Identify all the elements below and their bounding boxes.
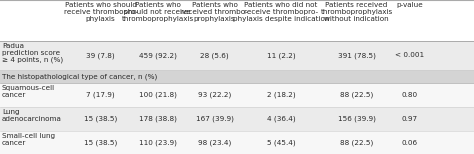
Text: 98 (23.4): 98 (23.4) — [198, 140, 231, 146]
Bar — [0, 70, 474, 83]
Text: 5 (45.4): 5 (45.4) — [266, 140, 295, 146]
Text: 28 (5.6): 28 (5.6) — [200, 52, 229, 59]
Bar — [0, 83, 474, 107]
Text: 15 (38.5): 15 (38.5) — [84, 116, 118, 122]
Text: Patients who
should not receive
thromboprophylaxis: Patients who should not receive thrombop… — [121, 2, 194, 22]
Text: Patients who
received thrombo-
prophylaxis: Patients who received thrombo- prophylax… — [181, 2, 248, 22]
Text: 178 (38.8): 178 (38.8) — [139, 116, 176, 122]
Text: 39 (7.8): 39 (7.8) — [86, 52, 115, 59]
Text: Lung
adenocarcinoma: Lung adenocarcinoma — [2, 109, 62, 122]
Text: 391 (78.5): 391 (78.5) — [338, 52, 375, 59]
Bar — [0, 131, 474, 154]
Text: 0.97: 0.97 — [402, 116, 418, 122]
Text: 459 (92.2): 459 (92.2) — [139, 52, 176, 59]
Text: p-value: p-value — [397, 2, 423, 8]
Text: 0.06: 0.06 — [402, 140, 418, 146]
Text: Patients who did not
receive thrombopro-
phylaxis despite indication: Patients who did not receive thrombopro-… — [233, 2, 329, 22]
Bar — [0, 107, 474, 131]
Text: 0.80: 0.80 — [402, 92, 418, 98]
Text: < 0.001: < 0.001 — [395, 53, 425, 58]
Text: Patients who should
receive thrombopro-
phylaxis: Patients who should receive thrombopro- … — [64, 2, 138, 22]
Text: 15 (38.5): 15 (38.5) — [84, 140, 118, 146]
Text: 88 (22.5): 88 (22.5) — [340, 140, 374, 146]
Text: 167 (39.9): 167 (39.9) — [196, 116, 233, 122]
Text: 88 (22.5): 88 (22.5) — [340, 92, 374, 98]
Text: 11 (2.2): 11 (2.2) — [266, 52, 295, 59]
Text: 7 (17.9): 7 (17.9) — [86, 92, 115, 98]
Bar — [0, 0, 474, 41]
Text: Squamous-cell
cancer: Squamous-cell cancer — [2, 85, 55, 98]
Text: The histopathological type of cancer, n (%): The histopathological type of cancer, n … — [2, 73, 157, 80]
Text: 2 (18.2): 2 (18.2) — [266, 92, 295, 98]
Bar — [0, 41, 474, 70]
Text: 156 (39.9): 156 (39.9) — [338, 116, 375, 122]
Text: 4 (36.4): 4 (36.4) — [266, 116, 295, 122]
Text: Small-cell lung
cancer: Small-cell lung cancer — [2, 133, 55, 146]
Text: 93 (22.2): 93 (22.2) — [198, 92, 231, 98]
Text: 110 (23.9): 110 (23.9) — [139, 140, 176, 146]
Text: 100 (21.8): 100 (21.8) — [139, 92, 176, 98]
Text: Patients received
thromboprophylaxis
without indication: Patients received thromboprophylaxis wit… — [320, 2, 393, 22]
Text: Padua
prediction score
≥ 4 points, n (%): Padua prediction score ≥ 4 points, n (%) — [2, 43, 63, 63]
